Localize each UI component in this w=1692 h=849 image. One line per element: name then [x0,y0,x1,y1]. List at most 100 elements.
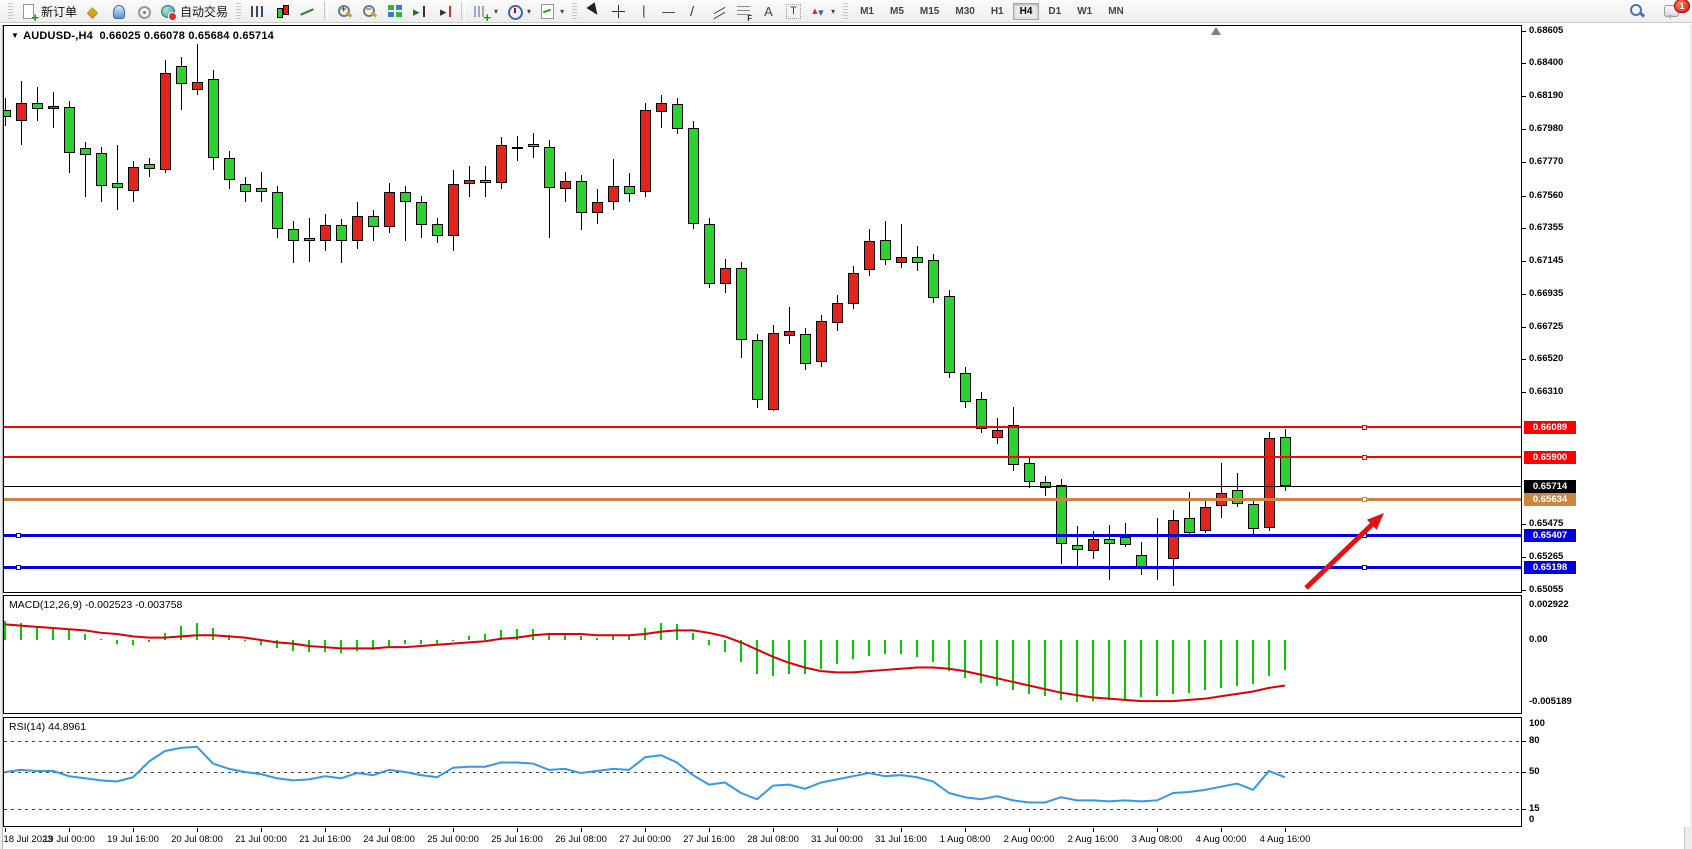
chart-shift-marker[interactable] [1211,27,1221,35]
candle [1088,538,1099,552]
line-anchor[interactable] [1362,532,1367,538]
macd-histogram-bar [820,640,822,669]
candle [720,267,731,284]
auto-scroll-button[interactable] [407,2,432,21]
macd-histogram-bar [740,640,742,662]
horizontal-line-object[interactable] [4,566,1521,570]
timeframe-m1[interactable]: M1 [860,5,874,17]
timeframe-h1[interactable]: H1 [990,5,1004,17]
crosshair-icon [610,3,627,20]
vertical-line-button[interactable] [631,2,656,21]
search-button[interactable] [1624,1,1649,20]
macd-histogram-bar [996,640,998,686]
metaeditor-button[interactable] [81,2,106,21]
dropdown-caret-icon[interactable]: ▾ [494,6,499,16]
signals-button[interactable] [131,2,156,21]
rsi-axis-label: 50 [1529,766,1540,777]
timeframe-h4[interactable]: H4 [1012,2,1040,20]
time-tick-label: 31 Jul 16:00 [875,834,927,845]
line-anchor[interactable] [1362,454,1367,460]
candle-wick [901,223,902,268]
horizontal-line-object[interactable] [4,426,1521,429]
chart-shift-button[interactable] [432,2,457,21]
time-tick [1285,828,1286,832]
macd-histogram-bar [388,640,390,646]
macd-histogram-bar [420,640,422,644]
macd-histogram [4,596,1521,713]
horizontal-line-button[interactable] [656,2,681,21]
templates-button[interactable]: ▾ [535,2,568,21]
line-anchor[interactable] [16,532,21,538]
tile-windows-button[interactable] [382,2,407,21]
timeframe-mn[interactable]: MN [1108,5,1124,17]
timeframe-m5[interactable]: M5 [890,5,904,17]
horizontal-line-object[interactable] [4,455,1521,458]
price-tick [1522,195,1526,197]
candle [448,184,459,237]
price-axis[interactable]: 0.68605 0.68400 0.68190 0.67980 0.67770 0.675… [1522,25,1690,827]
cursor-button[interactable] [581,2,606,21]
horizontal-line-object[interactable] [4,533,1521,537]
price-tick [1522,556,1526,558]
crosshair-button[interactable] [606,2,631,21]
new-order-button[interactable]: 新订单 [17,2,81,24]
line-anchor[interactable] [1362,565,1367,571]
time-tick [69,828,70,832]
rsi-dashed-level [4,808,1521,810]
zoomout-icon [361,3,378,20]
dropdown-caret-icon[interactable]: ▾ [560,6,565,16]
arrows-button[interactable]: ▾ [806,2,839,21]
zoom-out-button[interactable] [357,2,382,21]
rsi-pane[interactable]: RSI(14) 44.8961 [3,717,1522,827]
periods-button[interactable]: ▾ [502,2,535,21]
macd-histogram-bar [1060,640,1062,700]
price-chart-pane[interactable]: ▼ AUDUSD-,H4 0.66025 0.66078 0.65684 0.65… [3,25,1522,593]
candle-wick [293,220,294,264]
candle [32,102,43,109]
dropdown-caret-icon[interactable]: ▾ [527,6,532,16]
timeframe-m15[interactable]: M15 [919,5,940,17]
line-anchor[interactable] [1362,496,1367,502]
timeframe-m30[interactable]: M30 [955,5,975,17]
timeframe-w1[interactable]: W1 [1077,5,1093,17]
candle [240,184,251,193]
bar-chart-button[interactable] [245,2,270,21]
candle [784,330,795,336]
line-anchor[interactable] [16,565,21,571]
price-tick [1522,327,1526,328]
macd-histogram-bar [292,640,294,651]
text-button[interactable] [756,2,781,21]
notifications-button[interactable]: 1 [1659,0,1690,20]
macd-pane[interactable]: MACD(12,26,9) -0.002523 -0.003758 [3,595,1522,714]
rsi-tick [1522,808,1526,810]
candle [352,215,363,242]
candlestick-chart-button[interactable] [270,2,295,21]
candle-wick [1157,518,1158,580]
candlestick-canvas[interactable] [4,26,1521,592]
horizontal-line-object[interactable] [4,497,1521,501]
fibonacci-button[interactable] [731,2,756,23]
macd-axis-label: 0.002922 [1529,599,1569,610]
equidistant-channel-button[interactable] [706,2,731,21]
line-anchor[interactable] [1362,425,1367,431]
chart-collapse-icon[interactable]: ▼ [11,31,20,40]
ohlc-low: 0.65684 [188,30,230,42]
price-tick-label: 0.68190 [1529,90,1564,102]
line-chart-button[interactable] [295,2,320,21]
horizontal-level-lines[interactable] [4,26,1521,592]
ohlc-close: 0.65714 [232,30,274,42]
clock-icon [506,3,524,20]
text-label-button[interactable] [781,2,806,21]
candle [304,238,315,242]
zoom-in-button[interactable] [332,2,357,21]
timeframe-d1[interactable]: D1 [1048,5,1062,17]
template-icon [539,3,556,20]
indicators-button[interactable]: ▾ [469,2,502,24]
dropdown-caret-icon[interactable]: ▾ [831,6,836,16]
current-price-line[interactable] [4,486,1521,488]
autotrading-button[interactable]: 自动交易 [156,2,232,21]
trendline-button[interactable] [681,2,706,21]
time-axis[interactable]: 18 Jul 2023 19 Jul 00:00 19 Jul 16:00 20 Ju… [0,828,1692,849]
macd-histogram-bar [324,640,326,652]
market-watch-button[interactable] [106,2,131,21]
